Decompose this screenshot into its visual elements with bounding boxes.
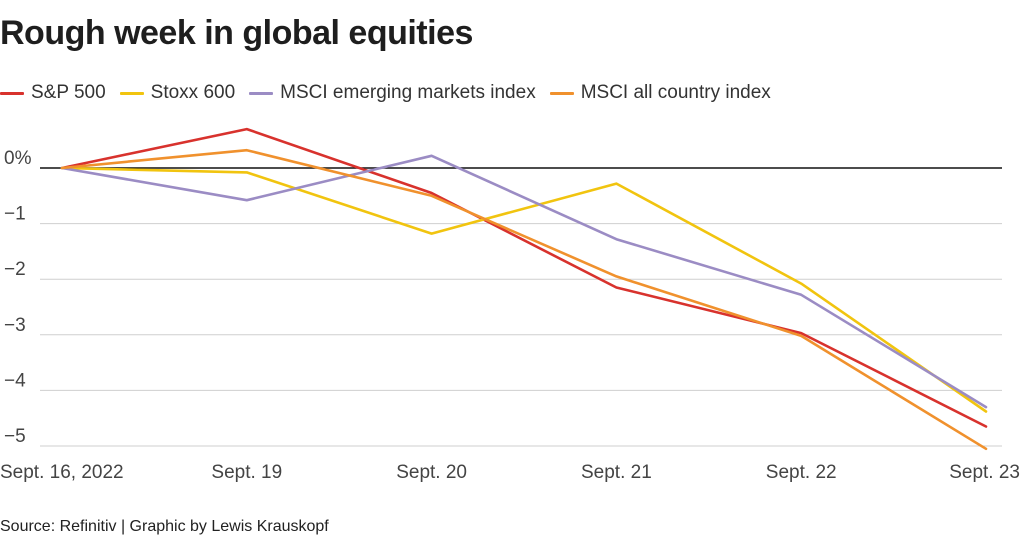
legend-label-sp500: S&P 500 [31, 82, 106, 103]
series-line-3 [60, 148, 988, 451]
y-tick-label: −1 [4, 204, 26, 225]
x-tick-label: Sept. 21 [581, 462, 652, 483]
chart-legend: S&P 500 Stoxx 600 MSCI emerging markets … [0, 82, 785, 104]
x-axis-ticks: Sept. 16, 2022 Sept. 19 Sept. 20 Sept. 21 Se… [0, 462, 1020, 483]
legend-item-stoxx600: Stoxx 600 [119, 82, 236, 104]
y-tick-label: −3 [4, 315, 26, 336]
legend-swatch-msci-em [249, 91, 274, 95]
x-tick-label: Sept. 20 [396, 462, 467, 483]
legend-item-msci-em: MSCI emerging markets index [249, 82, 536, 104]
chart-title: Rough week in global equities [0, 14, 473, 52]
grid-layer [40, 167, 1002, 447]
x-tick-label: Sept. 23 [949, 462, 1020, 483]
legend-swatch-sp500 [0, 91, 24, 95]
y-tick-label: 0% [4, 148, 32, 169]
x-tick-label: Sept. 22 [766, 462, 837, 483]
legend-swatch-msci-acwi [549, 91, 574, 95]
y-axis-ticks: 0% −1 −2 −3 −4 −5 [4, 148, 32, 447]
legend-item-msci-acwi: MSCI all country index [549, 82, 771, 104]
legend-swatch-stoxx600 [119, 91, 144, 95]
legend-label-msci-em: MSCI emerging markets index [280, 82, 536, 103]
x-tick-label: Sept. 16, 2022 [0, 462, 124, 483]
x-tick-label: Sept. 19 [211, 462, 282, 483]
legend-label-stoxx600: Stoxx 600 [150, 82, 236, 103]
series-line-2 [60, 154, 988, 409]
series-layer [60, 127, 988, 451]
y-tick-label: −5 [4, 426, 26, 447]
y-tick-label: −4 [4, 370, 26, 391]
legend-label-msci-acwi: MSCI all country index [580, 82, 771, 103]
series-line-0 [60, 127, 988, 428]
source-note: Source: Refinitiv | Graphic by Lewis Kra… [0, 518, 329, 535]
y-tick-label: −2 [4, 259, 26, 280]
series-line-1 [60, 166, 988, 413]
legend-item-sp500: S&P 500 [0, 82, 106, 104]
